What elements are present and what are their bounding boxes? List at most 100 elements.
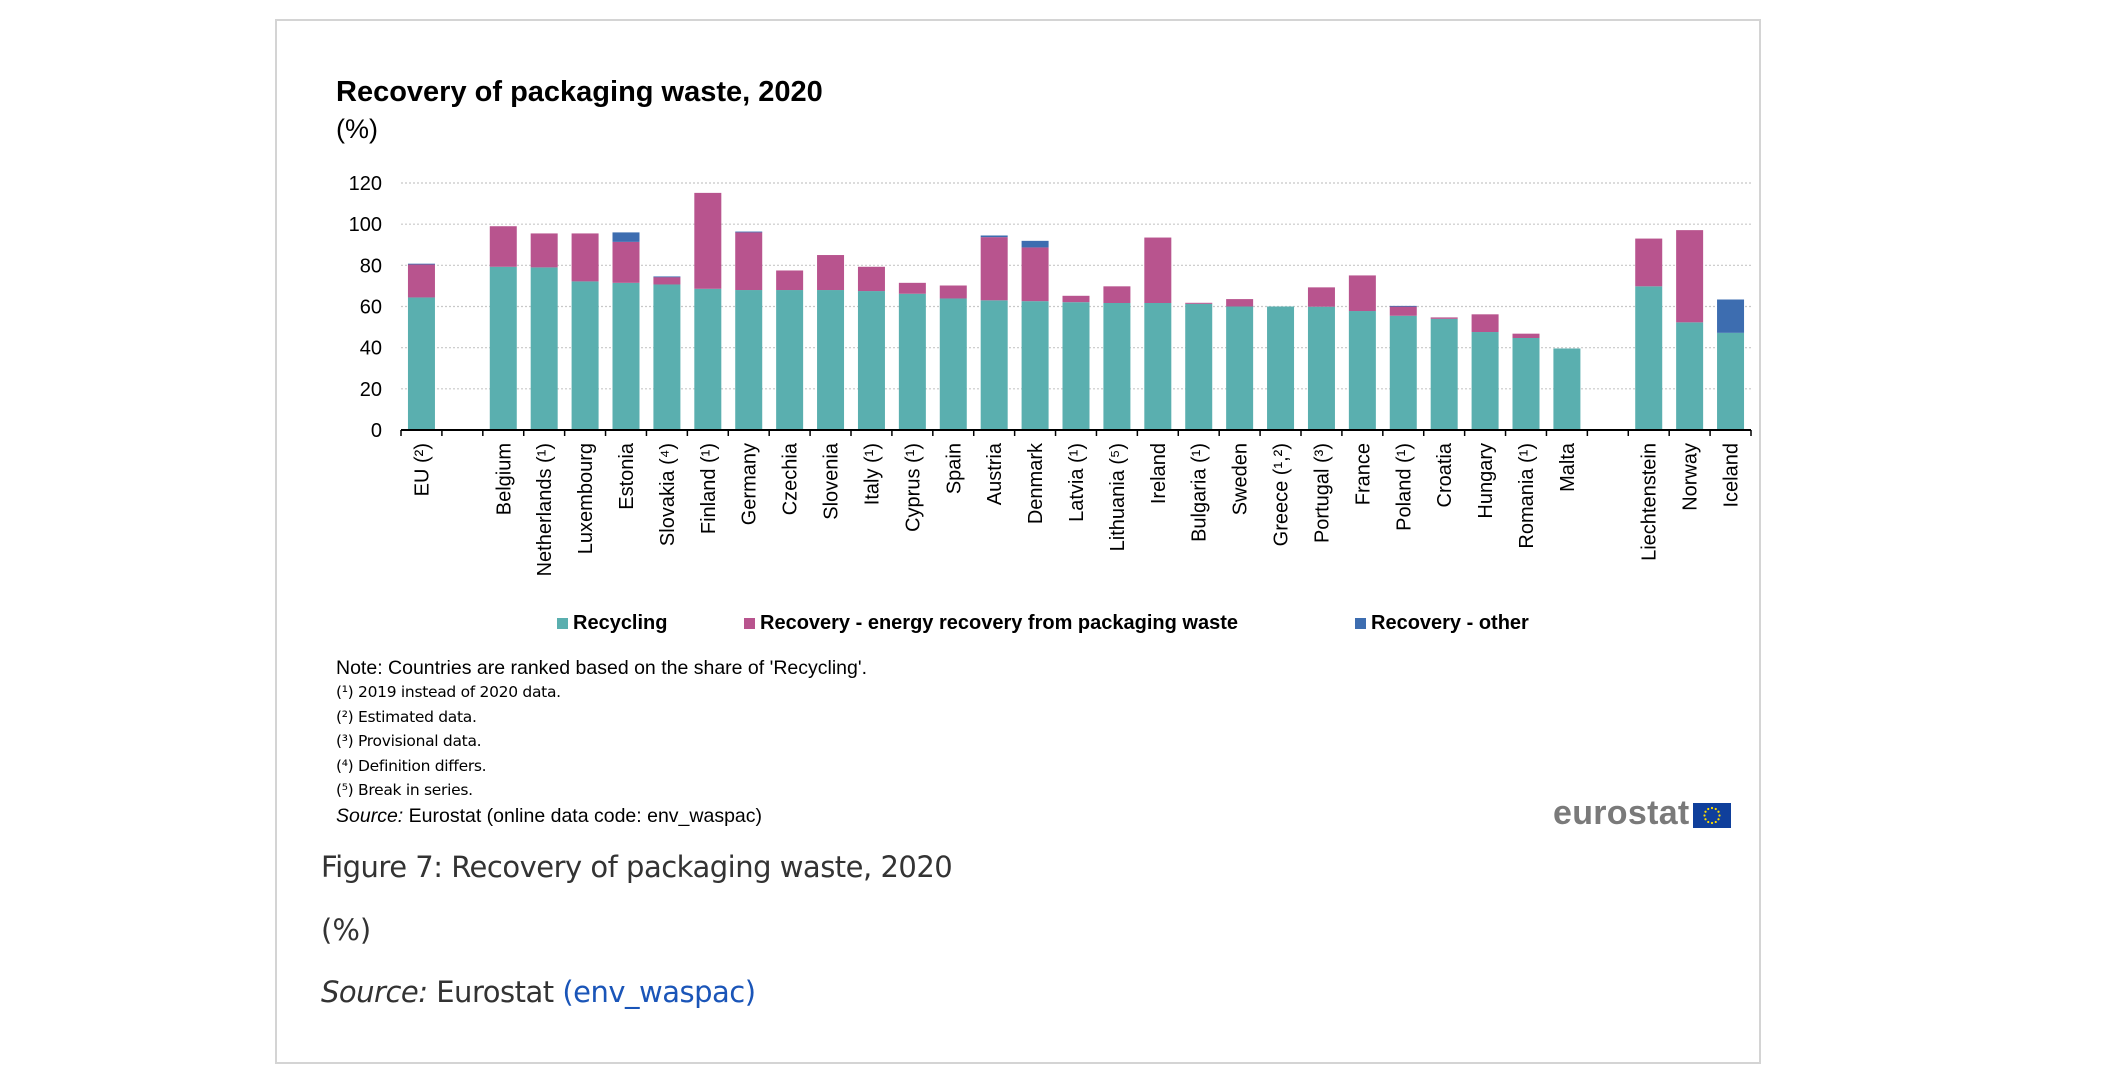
eu-star bbox=[1710, 806, 1713, 809]
bar-segment-recycling bbox=[735, 290, 763, 430]
bar-chart: 0 20 40 60 80 100 120 EU (²) Belgium Netherlands… bbox=[349, 173, 1752, 576]
eu-star bbox=[1716, 817, 1720, 820]
bar-segment-energy-recovery bbox=[1471, 314, 1499, 333]
env-waspac-link[interactable]: (env_waspac) bbox=[562, 975, 756, 1009]
bar-segment-recovery-other bbox=[653, 276, 681, 278]
y-tick-label: 0 bbox=[371, 420, 382, 442]
bar-segment-recycling bbox=[612, 282, 640, 430]
note-source-label: Source: bbox=[336, 804, 404, 827]
x-tick-label: Lithuania (⁵) bbox=[1107, 443, 1129, 551]
bar-segment-recycling bbox=[1062, 302, 1090, 430]
x-axis bbox=[400, 429, 1752, 436]
x-tick-label: Romania (¹) bbox=[1516, 443, 1538, 549]
bar-segment-energy-recovery bbox=[898, 282, 926, 294]
eu-star bbox=[1717, 813, 1721, 817]
bar-segment-recycling bbox=[1717, 332, 1745, 430]
x-tick-label: Poland (¹) bbox=[1393, 443, 1415, 531]
bar-segment-energy-recovery bbox=[407, 264, 435, 298]
bar-segment-recycling bbox=[1103, 303, 1131, 430]
bar-segment-energy-recovery bbox=[1307, 287, 1335, 307]
note-source: Source: Eurostat (online data code: env_… bbox=[336, 803, 867, 829]
bar-segment-recycling bbox=[694, 288, 722, 430]
y-axis-ticks: 0 20 40 60 80 100 120 bbox=[349, 173, 382, 442]
bar-segment-energy-recovery bbox=[489, 226, 517, 267]
bar-segment-recycling bbox=[1348, 311, 1376, 430]
footnote: (³) Provisional data. bbox=[336, 732, 482, 750]
bar-segment-recycling bbox=[1185, 303, 1213, 430]
bar-segment-energy-recovery bbox=[1676, 230, 1704, 323]
y-tick-label: 80 bbox=[360, 255, 382, 277]
caption-source-label: Source: bbox=[321, 975, 428, 1009]
legend-label: Recovery - energy recovery from packagin… bbox=[760, 612, 1238, 634]
bar-segment-energy-recovery bbox=[939, 285, 967, 299]
y-tick-label: 120 bbox=[349, 173, 382, 195]
x-tick-label: Estonia bbox=[616, 442, 638, 510]
bar-segment-energy-recovery bbox=[1062, 295, 1090, 303]
bar-segment-energy-recovery bbox=[1430, 317, 1458, 319]
legend-swatch-recovery-other bbox=[1355, 618, 1366, 629]
x-tick-label: Ireland bbox=[1148, 443, 1170, 504]
bar-segment-energy-recovery bbox=[1512, 333, 1540, 338]
footnote: (¹) 2019 instead of 2020 data. bbox=[336, 683, 561, 701]
bar-segment-recycling bbox=[1635, 286, 1663, 430]
footnote: (⁵) Break in series. bbox=[336, 781, 473, 799]
bar-segment-energy-recovery bbox=[653, 277, 681, 285]
x-tick-label: Sweden bbox=[1230, 443, 1252, 515]
x-tick-label: Iceland bbox=[1721, 443, 1743, 508]
x-tick-label: Bulgaria (¹) bbox=[1189, 443, 1211, 542]
bar-segment-recycling bbox=[1389, 315, 1417, 430]
x-tick-label: Norway bbox=[1680, 443, 1702, 511]
eu-star bbox=[1710, 821, 1713, 824]
bars bbox=[407, 192, 1745, 430]
x-tick-label: Hungary bbox=[1475, 443, 1497, 519]
x-tick-label: France bbox=[1352, 443, 1374, 505]
bar-segment-recycling bbox=[1307, 306, 1335, 430]
figure-frame bbox=[275, 19, 1761, 1064]
x-tick-label: Czechia bbox=[780, 442, 802, 515]
bar-segment-energy-recovery bbox=[817, 255, 845, 291]
bar-segment-recycling bbox=[817, 290, 845, 430]
x-tick-label: Spain bbox=[943, 443, 965, 494]
figure-caption-title: Figure 7: Recovery of packaging waste, 2… bbox=[321, 850, 953, 884]
bar-segment-energy-recovery bbox=[612, 241, 640, 283]
bar-segment-recycling bbox=[1430, 318, 1458, 430]
bar-segment-recycling bbox=[489, 266, 517, 430]
eu-star bbox=[1703, 810, 1707, 813]
bar-segment-energy-recovery bbox=[1389, 306, 1417, 316]
figure-caption-source: Source: Eurostat (env_waspac) bbox=[321, 975, 756, 1009]
bar-segment-recycling bbox=[653, 284, 681, 430]
x-tick-label: Malta bbox=[1557, 442, 1579, 492]
bar-segment-energy-recovery bbox=[980, 237, 1008, 301]
eurostat-logo: eurostat bbox=[1553, 796, 1731, 830]
legend-item-energy-recovery: Recovery - energy recovery from packagin… bbox=[744, 612, 1238, 635]
x-tick-label: Austria bbox=[984, 442, 1006, 505]
bar-segment-recycling bbox=[1021, 301, 1049, 430]
caption-source-text: Eurostat bbox=[436, 975, 554, 1009]
x-tick-label: Greece (¹,²) bbox=[1271, 443, 1293, 546]
bar-segment-recycling bbox=[980, 300, 1008, 430]
legend-item-recycling: Recycling bbox=[557, 612, 667, 635]
eu-star bbox=[1716, 810, 1720, 813]
x-tick-label: Belgium bbox=[493, 443, 515, 515]
y-tick-label: 100 bbox=[349, 214, 382, 236]
eurostat-logo-text: eurostat bbox=[1553, 794, 1690, 832]
y-tick-label: 20 bbox=[360, 379, 382, 401]
eu-star bbox=[1714, 807, 1717, 810]
bar-segment-recovery-other bbox=[1389, 305, 1417, 307]
bar-segment-recycling bbox=[857, 291, 885, 430]
bar-segment-recovery-other bbox=[1021, 240, 1049, 248]
x-tick-label: Slovenia bbox=[821, 442, 843, 520]
x-tick-label: Portugal (³) bbox=[1311, 443, 1333, 543]
x-tick-label: Croatia bbox=[1434, 442, 1456, 507]
y-tick-label: 60 bbox=[360, 297, 382, 319]
bar-segment-recycling bbox=[939, 298, 967, 430]
legend: Recycling Recovery - energy recovery fro… bbox=[0, 612, 2124, 642]
bar-segment-recycling bbox=[1267, 306, 1295, 430]
eu-star bbox=[1714, 820, 1717, 823]
y-tick-label: 40 bbox=[360, 338, 382, 360]
bar-segment-energy-recovery bbox=[571, 233, 599, 282]
note-source-text: Eurostat (online data code: env_waspac) bbox=[408, 804, 763, 827]
x-tick-label: Netherlands (¹) bbox=[534, 443, 556, 576]
bar-segment-recycling bbox=[530, 267, 558, 430]
x-tick-label: Finland (¹) bbox=[698, 443, 720, 534]
